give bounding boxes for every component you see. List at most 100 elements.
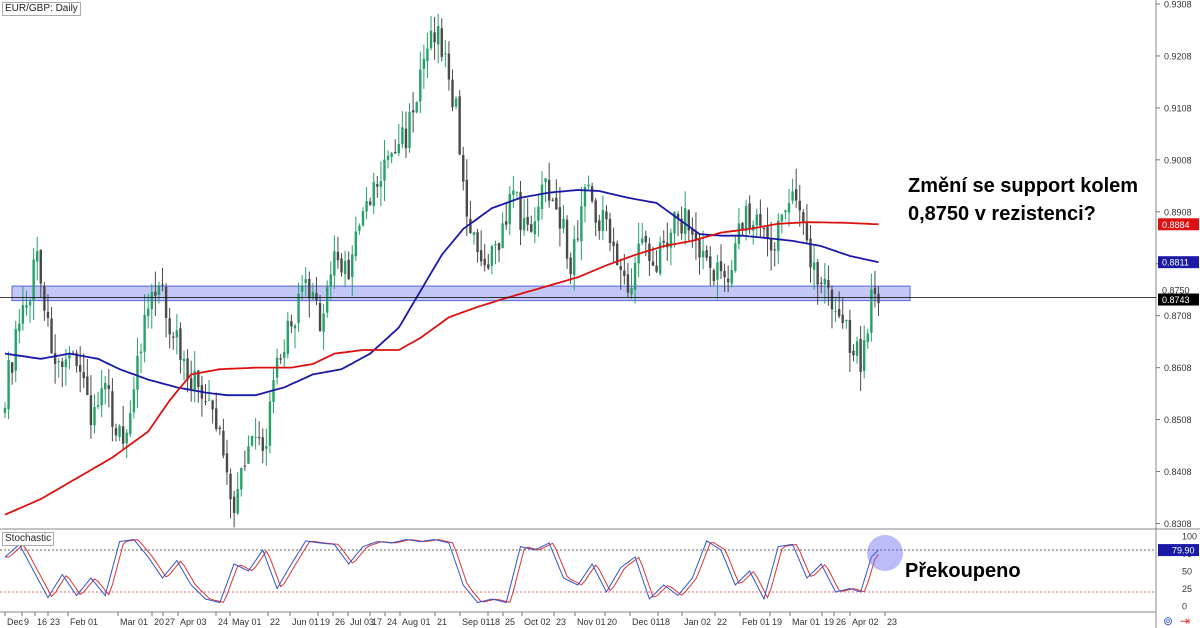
overbought-highlight <box>867 535 903 571</box>
candle-body <box>297 293 300 324</box>
candle-body <box>837 308 841 317</box>
candle-body <box>644 235 648 243</box>
candle-body <box>787 203 791 213</box>
x-tick-label: 20 <box>607 617 617 627</box>
candle-body <box>243 465 247 467</box>
sma-slow-price-label-bg <box>1158 218 1199 231</box>
osc-y-tick-label: 0 <box>1182 602 1187 612</box>
x-tick-label: May 01 <box>232 617 262 627</box>
x-tick-label: 18 <box>660 617 670 627</box>
candle-body <box>773 249 776 251</box>
candle-body <box>705 250 708 258</box>
zone-price-label: 0.8750 <box>1162 285 1190 295</box>
candle-body <box>558 207 562 229</box>
candle-body <box>147 308 150 317</box>
candle-body <box>834 311 837 313</box>
candle-body <box>723 271 726 278</box>
x-tick-label: 25 <box>505 617 515 627</box>
candle-body <box>71 352 75 354</box>
candle-body <box>487 264 490 269</box>
candle-body <box>57 361 60 363</box>
candle-body <box>168 318 171 335</box>
candle-body <box>268 401 272 446</box>
candle-body <box>397 143 400 154</box>
y-tick-label: 0.9008 <box>1164 155 1192 165</box>
candle-body <box>615 243 619 266</box>
x-tick-label: Feb 01 <box>70 617 98 627</box>
candle-body <box>179 328 182 360</box>
candle-body <box>791 191 794 201</box>
candle-body <box>293 325 297 329</box>
candle-body <box>118 425 121 438</box>
candle-body <box>143 314 146 352</box>
candle-body <box>562 218 565 229</box>
candle-body <box>855 341 859 356</box>
candle-body <box>809 238 812 268</box>
arrow-right-icon[interactable]: ⇥ <box>1180 614 1191 628</box>
candle-body <box>247 446 250 464</box>
candle-body <box>75 353 78 367</box>
candle-body <box>86 376 89 396</box>
candle-body <box>53 353 57 365</box>
candle-body <box>136 355 139 390</box>
candle-body <box>383 159 386 181</box>
candle-body <box>805 222 809 241</box>
current-price-label-bg <box>1158 293 1199 306</box>
candle-body <box>25 305 28 308</box>
candle-body <box>623 270 626 276</box>
candle-body <box>522 218 526 231</box>
candle-body <box>830 289 834 310</box>
x-tick-label: Apr 02 <box>852 617 879 627</box>
candle-body <box>21 305 25 324</box>
oscillator-label: Stochastic <box>2 532 55 546</box>
candle-body <box>3 407 7 414</box>
candle-body <box>658 242 662 274</box>
candle-body <box>870 289 873 333</box>
candle-body <box>358 225 361 231</box>
x-tick-label: 18 <box>490 617 500 627</box>
candle-body <box>716 262 719 280</box>
candle-body <box>46 311 50 318</box>
candle-body <box>605 211 608 220</box>
candles-group <box>3 13 880 528</box>
candle-body <box>50 318 53 354</box>
x-tick-label: Mar 01 <box>120 617 148 627</box>
annotation-overbought: Překoupeno <box>905 560 1021 582</box>
candle-body <box>236 489 239 514</box>
symbol-label: EUR/GBP: Daily <box>2 2 81 16</box>
candle-body <box>462 154 465 182</box>
candle-body <box>519 192 522 230</box>
candle-body <box>465 179 469 217</box>
candle-body <box>89 395 93 426</box>
candle-body <box>526 216 529 225</box>
candle-body <box>232 496 236 513</box>
candle-body <box>608 218 612 243</box>
candle-body <box>744 206 748 232</box>
candle-body <box>279 358 282 360</box>
candle-body <box>447 53 451 80</box>
candle-body <box>154 291 157 296</box>
candle-body <box>422 58 426 69</box>
zone-price-label-bg <box>1158 283 1199 296</box>
candle-body <box>411 110 415 113</box>
candle-body <box>78 365 82 372</box>
candle-body <box>458 96 461 155</box>
candle-body <box>766 226 769 239</box>
x-tick-label: 22 <box>270 617 280 627</box>
candle-body <box>555 197 558 210</box>
x-tick-label: 19 <box>320 617 330 627</box>
link-icon[interactable]: ⊚ <box>1163 614 1174 628</box>
candle-body <box>322 313 325 332</box>
candle-body <box>415 102 418 113</box>
price-chart[interactable]: 0.93080.92080.91080.90080.89080.88080.87… <box>0 0 1200 530</box>
candle-body <box>530 224 533 232</box>
candle-body <box>257 437 261 439</box>
candle-body <box>265 446 268 449</box>
x-tick-label: 16 <box>37 617 47 627</box>
candle-body <box>469 218 472 234</box>
candle-body <box>547 179 551 201</box>
stoch-k-line <box>4 538 879 604</box>
candle-body <box>769 237 773 251</box>
candle-body <box>726 278 730 283</box>
